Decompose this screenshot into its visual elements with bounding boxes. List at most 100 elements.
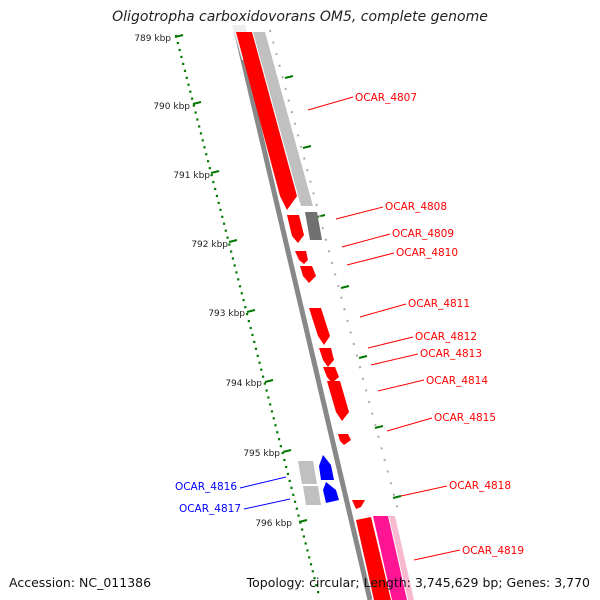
leader-lines <box>239 96 461 561</box>
gene-ocar-4812[interactable] <box>319 348 334 367</box>
kbp-label: 796 kbp <box>255 519 292 529</box>
kbp-axis-dot <box>214 187 217 191</box>
kbp-axis-dot <box>288 479 291 482</box>
kbp-axis-dot <box>210 174 213 177</box>
kbp-axis-dot <box>269 403 272 406</box>
kbp-axis-dot <box>228 243 231 246</box>
kbp-axis-dot <box>260 368 263 371</box>
kbp-axis-dot <box>224 229 227 232</box>
kbp-axis-dot <box>203 146 206 149</box>
gene-ocar-4815[interactable] <box>338 434 351 445</box>
kbp-label: 794 kbp <box>225 379 262 389</box>
kbp-axis-dot <box>253 340 256 343</box>
gene-ocar-4810[interactable] <box>300 266 316 283</box>
kbp-label: 789 kbp <box>134 34 171 44</box>
kbp-axis-dot <box>235 271 238 274</box>
kbp-axis-dot <box>272 417 275 420</box>
kbp-axis-dot <box>196 118 199 121</box>
kbp-axis-dot <box>240 292 243 295</box>
kbp-axis-dot <box>198 125 201 128</box>
gene-label-ocar-4819[interactable]: OCAR_4819 <box>462 545 524 557</box>
kbp-axis-dot <box>205 153 208 156</box>
kbp-tick <box>282 449 292 453</box>
kbp-axis-dot <box>302 535 305 538</box>
gene-ocar-4817[interactable] <box>323 482 339 503</box>
gene-label-ocar-4813[interactable]: OCAR_4813 <box>420 348 482 360</box>
kbp-axis-dot <box>215 194 219 198</box>
gene-ocar-4807-grey[interactable] <box>253 32 313 206</box>
kbp-tick <box>192 101 202 105</box>
kbp-axis-dot <box>258 361 261 364</box>
kbp-axis-dot <box>226 236 229 239</box>
kbp-label: 795 kbp <box>243 449 280 459</box>
sequence-line <box>233 29 373 600</box>
outer-track-tick <box>340 285 350 289</box>
kbp-tick <box>228 239 238 243</box>
kbp-axis-dot <box>238 285 242 288</box>
gene-ocar-4813[interactable] <box>323 367 339 383</box>
gene-ocar-4814[interactable] <box>327 381 349 421</box>
kbp-axis-dot <box>313 577 316 580</box>
kbp-axis-dot <box>315 584 318 587</box>
kbp-axis-dot <box>192 104 195 107</box>
kbp-axis-dot <box>276 431 279 434</box>
gene-ocar-4816-grey[interactable] <box>298 461 317 484</box>
gene-label-ocar-4814[interactable]: OCAR_4814 <box>426 375 488 387</box>
kbp-axis-dot <box>233 264 236 267</box>
gene-label-ocar-4810[interactable]: OCAR_4810 <box>396 247 458 259</box>
gene-labels: OCAR_4807 OCAR_4808 OCAR_4809 OCAR_4810 … <box>175 92 524 557</box>
gene-ocar-4818[interactable] <box>352 500 365 509</box>
kbp-axis-dot <box>231 257 234 260</box>
kbp-label: 791 kbp <box>173 171 210 181</box>
gene-ocar-4807[interactable] <box>236 32 297 210</box>
kbp-label: 793 kbp <box>208 309 245 319</box>
kbp-axis-dot <box>237 278 240 281</box>
kbp-axis-dot <box>222 222 226 225</box>
kbp-tick <box>264 379 274 383</box>
kbp-axis-dot <box>254 347 258 350</box>
kbp-labels: 789 kbp 790 kbp 791 kbp 792 kbp 793 kbp … <box>134 34 292 529</box>
kbp-axis-dot <box>246 313 249 316</box>
gene-label-ocar-4807[interactable]: OCAR_4807 <box>355 92 417 104</box>
kbp-axis-dot <box>304 542 307 545</box>
gene-ocar-4819-pink-light[interactable] <box>389 516 414 600</box>
kbp-axis-dot <box>297 514 300 517</box>
outer-track-tick <box>302 145 312 149</box>
kbp-axis-dot <box>247 319 250 323</box>
topology-label: Topology: circular; Length: 3,745,629 bp… <box>246 575 590 590</box>
gene-ocar-4811[interactable] <box>309 308 330 345</box>
kbp-axis-dot <box>267 396 270 399</box>
kbp-axis-dot <box>283 458 286 462</box>
gene-features <box>236 32 414 600</box>
kbp-axis-dot <box>285 465 288 469</box>
genome-title: Oligotropha carboxidovorans OM5, complet… <box>112 9 488 25</box>
gene-label-ocar-4817[interactable]: OCAR_4817 <box>179 503 241 515</box>
gene-label-ocar-4809[interactable]: OCAR_4809 <box>392 228 454 240</box>
kbp-axis-dot <box>306 549 309 552</box>
gene-label-ocar-4818[interactable]: OCAR_4818 <box>449 480 511 492</box>
kbp-axis-dot <box>230 250 233 253</box>
kbp-axis-dot <box>242 299 245 302</box>
gene-label-ocar-4815[interactable]: OCAR_4815 <box>434 412 496 424</box>
gene-ocar-4809[interactable] <box>295 251 308 264</box>
gene-ocar-4819[interactable] <box>356 517 391 600</box>
gene-label-ocar-4811[interactable]: OCAR_4811 <box>408 298 470 310</box>
kbp-axis-dot <box>270 410 274 413</box>
kbp-axis-dot <box>199 132 203 135</box>
gene-ocar-4808-dark[interactable] <box>305 212 322 240</box>
gene-label-ocar-4812[interactable]: OCAR_4812 <box>415 331 477 343</box>
gene-label-ocar-4816[interactable]: OCAR_4816 <box>175 481 237 493</box>
gene-ocar-4817-grey[interactable] <box>303 486 321 505</box>
kbp-axis-dot <box>208 167 211 170</box>
gene-ocar-4816[interactable] <box>319 455 334 480</box>
kbp-axis-dot <box>309 563 313 566</box>
kbp-axis-dot <box>256 354 259 357</box>
gene-ocar-4819-pink[interactable] <box>373 516 407 600</box>
gene-ocar-4808[interactable] <box>287 215 304 243</box>
kbp-axis-dot <box>286 472 290 476</box>
kbp-axis-dot <box>206 160 210 163</box>
kbp-axis-dot <box>301 528 304 531</box>
gene-label-ocar-4808[interactable]: OCAR_4808 <box>385 201 447 213</box>
kbp-axis-dot <box>187 83 190 86</box>
